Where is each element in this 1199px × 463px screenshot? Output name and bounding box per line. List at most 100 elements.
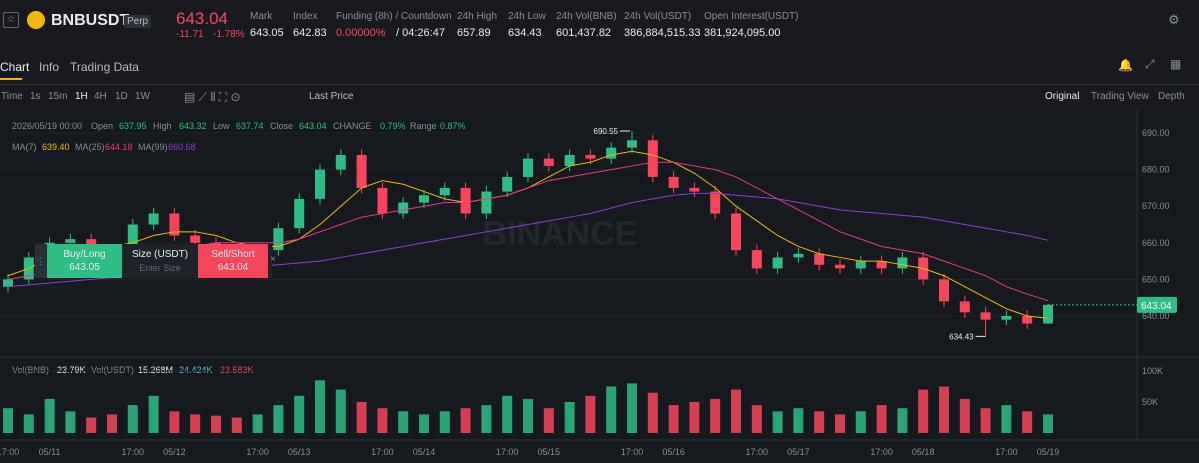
low-label: 634.43 — [949, 332, 974, 341]
price-type[interactable]: Last Price — [309, 91, 354, 102]
legend-text: 2026/05/19 00:00 — [12, 121, 82, 131]
candle-body — [398, 202, 409, 214]
candle-body — [273, 228, 284, 251]
legend-text: 637.74 — [236, 121, 264, 131]
legend-text: 644.18 — [105, 142, 133, 152]
legend-text: 639.40 — [42, 142, 70, 152]
stat-label: 24h Vol(USDT) — [624, 11, 692, 22]
alert-icon[interactable]: 🔔 — [1118, 58, 1133, 72]
legend-text: 24.424K — [179, 365, 213, 375]
volume-bar — [835, 414, 845, 433]
stat-label: 24h High — [457, 11, 498, 22]
view-tab[interactable]: Depth — [1158, 91, 1185, 102]
legend-text: 15.268M — [138, 365, 173, 375]
volume-bar — [294, 395, 305, 433]
volume-bar — [1001, 405, 1012, 433]
volume-bar — [356, 402, 367, 433]
last-price: 643.04 — [176, 9, 228, 28]
tab[interactable]: Trading Data — [70, 60, 139, 74]
buy-button[interactable]: Buy/Long 643.05 — [47, 244, 122, 278]
volume-bar — [211, 415, 221, 433]
candle-body — [689, 187, 700, 192]
interval[interactable]: Time — [1, 91, 23, 102]
view-tab[interactable]: Trading View — [1091, 91, 1149, 102]
volume-bar — [148, 395, 159, 433]
y-tick-label: 50K — [1142, 397, 1158, 407]
volume-bar — [502, 395, 513, 433]
tool-icons[interactable]: ▤ ⟋ ⫴ ⛶ ⊙ — [184, 90, 241, 104]
candle-body — [481, 191, 492, 214]
sell-button[interactable]: Sell/Short 643.04 — [198, 244, 268, 278]
symbol[interactable]: BNBUSDT — [51, 12, 130, 29]
x-tick-label: 17:00 — [371, 447, 394, 457]
volume-bar — [606, 386, 617, 433]
view-tab[interactable]: Original — [1045, 91, 1080, 102]
y-tick-label: 680.00 — [1142, 165, 1170, 175]
legend-text: High — [153, 121, 172, 131]
volume-bar — [689, 402, 700, 433]
candle-body — [419, 195, 429, 203]
candle-body — [980, 312, 991, 320]
interval[interactable]: 1D — [115, 91, 128, 102]
legend-text: 637.95 — [119, 121, 147, 131]
drag-handle[interactable]: ⋮ — [35, 244, 47, 278]
legend-text: Vol(USDT) — [91, 365, 134, 375]
tab[interactable]: Info — [39, 60, 60, 74]
candle-body — [294, 198, 305, 229]
x-tick-label: 17:00 — [870, 447, 893, 457]
volume-bar — [3, 408, 13, 433]
sell-price: 643.04 — [217, 262, 249, 273]
tab[interactable]: Chart — [0, 60, 30, 74]
candle-body — [814, 253, 825, 265]
volume-bar — [543, 408, 554, 433]
candle-body — [1001, 316, 1012, 320]
volume-bar — [273, 405, 284, 433]
candle-body — [148, 213, 159, 225]
volume-bar — [190, 414, 201, 433]
candle-body — [335, 154, 346, 170]
interval[interactable]: 4H — [94, 91, 107, 102]
legend-text: Close — [270, 121, 293, 131]
candle-body — [939, 279, 949, 302]
buy-price: 643.05 — [69, 262, 100, 273]
candle-body — [564, 154, 575, 166]
volume-bar — [627, 383, 637, 433]
candle-body — [897, 257, 908, 269]
volume-bar — [65, 411, 76, 433]
interval[interactable]: 15m — [48, 91, 68, 102]
volume-bar — [1022, 411, 1033, 433]
favorite-button[interactable]: ☆ — [3, 12, 19, 28]
volume-bar — [315, 380, 325, 433]
volume-bar — [647, 392, 658, 433]
settings-icon[interactable]: ⚙ — [1168, 12, 1180, 27]
volume-bar — [44, 398, 55, 433]
size-input[interactable]: Size (USDT) Enter Size — [122, 244, 198, 278]
interval[interactable]: 1W — [135, 91, 150, 102]
volume-bar — [918, 389, 929, 433]
candle-body — [356, 154, 367, 188]
layout-icon[interactable]: ▦ — [1170, 57, 1182, 71]
stat-extra: / 04:26:47 — [396, 27, 445, 39]
y-tick-label: 100K — [1142, 366, 1163, 376]
tab-underline — [0, 78, 22, 80]
divider — [0, 84, 1199, 85]
volume-bar — [127, 405, 138, 433]
volume-bar — [419, 414, 429, 433]
legend-text: 660.68 — [168, 142, 196, 152]
expand-icon[interactable]: ⤢ — [1145, 57, 1155, 71]
close-widget[interactable]: × — [270, 254, 276, 265]
interval[interactable]: 1s — [30, 91, 41, 102]
x-tick-label: 05/19 — [1037, 447, 1060, 457]
y-tick-label: 690.00 — [1142, 128, 1170, 138]
volume-bar — [252, 414, 263, 433]
volume-bar — [585, 395, 596, 433]
interval[interactable]: 1H — [75, 91, 88, 102]
stat-label: 24h Low — [508, 11, 546, 22]
legend-text: Open — [91, 121, 113, 131]
y-tick-label: 660.00 — [1142, 238, 1170, 248]
volume-bar — [793, 408, 804, 433]
candle-body — [710, 191, 721, 214]
x-tick-label: 17:00 — [0, 447, 19, 457]
high-label: 690.55 — [594, 127, 619, 136]
x-tick-label: 05/11 — [39, 447, 61, 457]
